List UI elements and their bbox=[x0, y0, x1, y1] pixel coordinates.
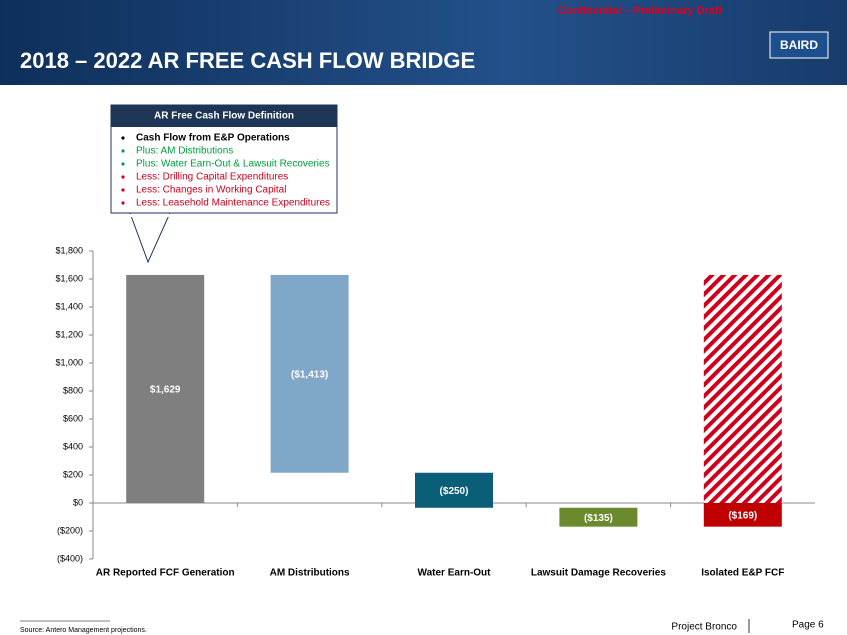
y-tick-label: $1,800 bbox=[55, 245, 83, 255]
callout-title: AR Free Cash Flow Definition bbox=[154, 111, 294, 122]
header-band bbox=[0, 0, 847, 85]
callout-item: Plus: AM Distributions bbox=[136, 146, 233, 157]
bullet bbox=[121, 188, 125, 192]
y-tick-label: ($400) bbox=[57, 553, 83, 563]
bar bbox=[126, 274, 205, 503]
callout-pointer bbox=[129, 212, 171, 264]
y-tick-label: ($200) bbox=[57, 525, 83, 535]
value-label: $1,629 bbox=[150, 385, 181, 396]
logo-box bbox=[769, 31, 829, 59]
bullet bbox=[121, 175, 125, 179]
x-tick-label: AM Distributions bbox=[270, 568, 350, 579]
callout-item: Less: Drilling Capital Expenditures bbox=[136, 172, 288, 183]
y-tick-label: $600 bbox=[63, 413, 83, 423]
bullet bbox=[121, 136, 125, 140]
logo: BAIRD bbox=[780, 38, 818, 52]
bullet bbox=[121, 201, 125, 205]
slide-title: 2018 – 2022 AR FREE CASH FLOW BRIDGE bbox=[20, 48, 475, 73]
total-bar bbox=[703, 503, 782, 527]
y-tick-label: $1,000 bbox=[55, 357, 83, 367]
callout-item: Less: Changes in Working Capital bbox=[136, 185, 286, 196]
value-label: ($1,413) bbox=[291, 369, 328, 380]
bar bbox=[559, 507, 638, 527]
y-tick-label: $1,400 bbox=[55, 301, 83, 311]
value-label: ($135) bbox=[584, 513, 613, 524]
x-tick-label: AR Reported FCF Generation bbox=[96, 568, 235, 579]
y-tick-label: $0 bbox=[73, 497, 83, 507]
callout-list: Cash Flow from E&P Operations Plus: AM Di… bbox=[121, 133, 330, 209]
bar bbox=[415, 472, 493, 508]
callout-item: Plus: Water Earn-Out & Lawsuit Recoverie… bbox=[136, 159, 330, 170]
x-tick-label: Water Earn-Out bbox=[418, 568, 492, 579]
x-tick-label: Lawsuit Damage Recoveries bbox=[531, 568, 666, 579]
confidential: Confidential – Preliminary Draft bbox=[558, 5, 723, 17]
y-tick-label: $400 bbox=[63, 441, 83, 451]
source: Source: Antero Management projections. bbox=[20, 627, 147, 634]
callout-joint bbox=[129, 214, 171, 217]
chart: ($400) ($200) $0 $200 $400 $600 $800 $1,000 $1,2… bbox=[55, 245, 815, 579]
y-tick-label: $800 bbox=[63, 385, 83, 395]
page-number: Page 6 bbox=[792, 620, 824, 631]
x-tick-label: Isolated E&P FCF bbox=[701, 568, 784, 579]
reference-bar bbox=[703, 274, 782, 503]
y-tick-label: $1,600 bbox=[55, 273, 83, 283]
callout-item: Less: Leasehold Maintenance Expenditures bbox=[136, 198, 330, 209]
bar bbox=[270, 274, 349, 473]
value-label: ($250) bbox=[440, 486, 469, 497]
y-tick-label: $200 bbox=[63, 469, 83, 479]
bullet bbox=[121, 162, 125, 166]
bullet bbox=[121, 149, 125, 153]
callout-item: Cash Flow from E&P Operations bbox=[136, 133, 290, 144]
value-label: ($169) bbox=[728, 510, 757, 521]
callout-header bbox=[111, 105, 337, 127]
y-tick-label: $1,200 bbox=[55, 329, 83, 339]
project: Project Bronco bbox=[671, 622, 737, 633]
